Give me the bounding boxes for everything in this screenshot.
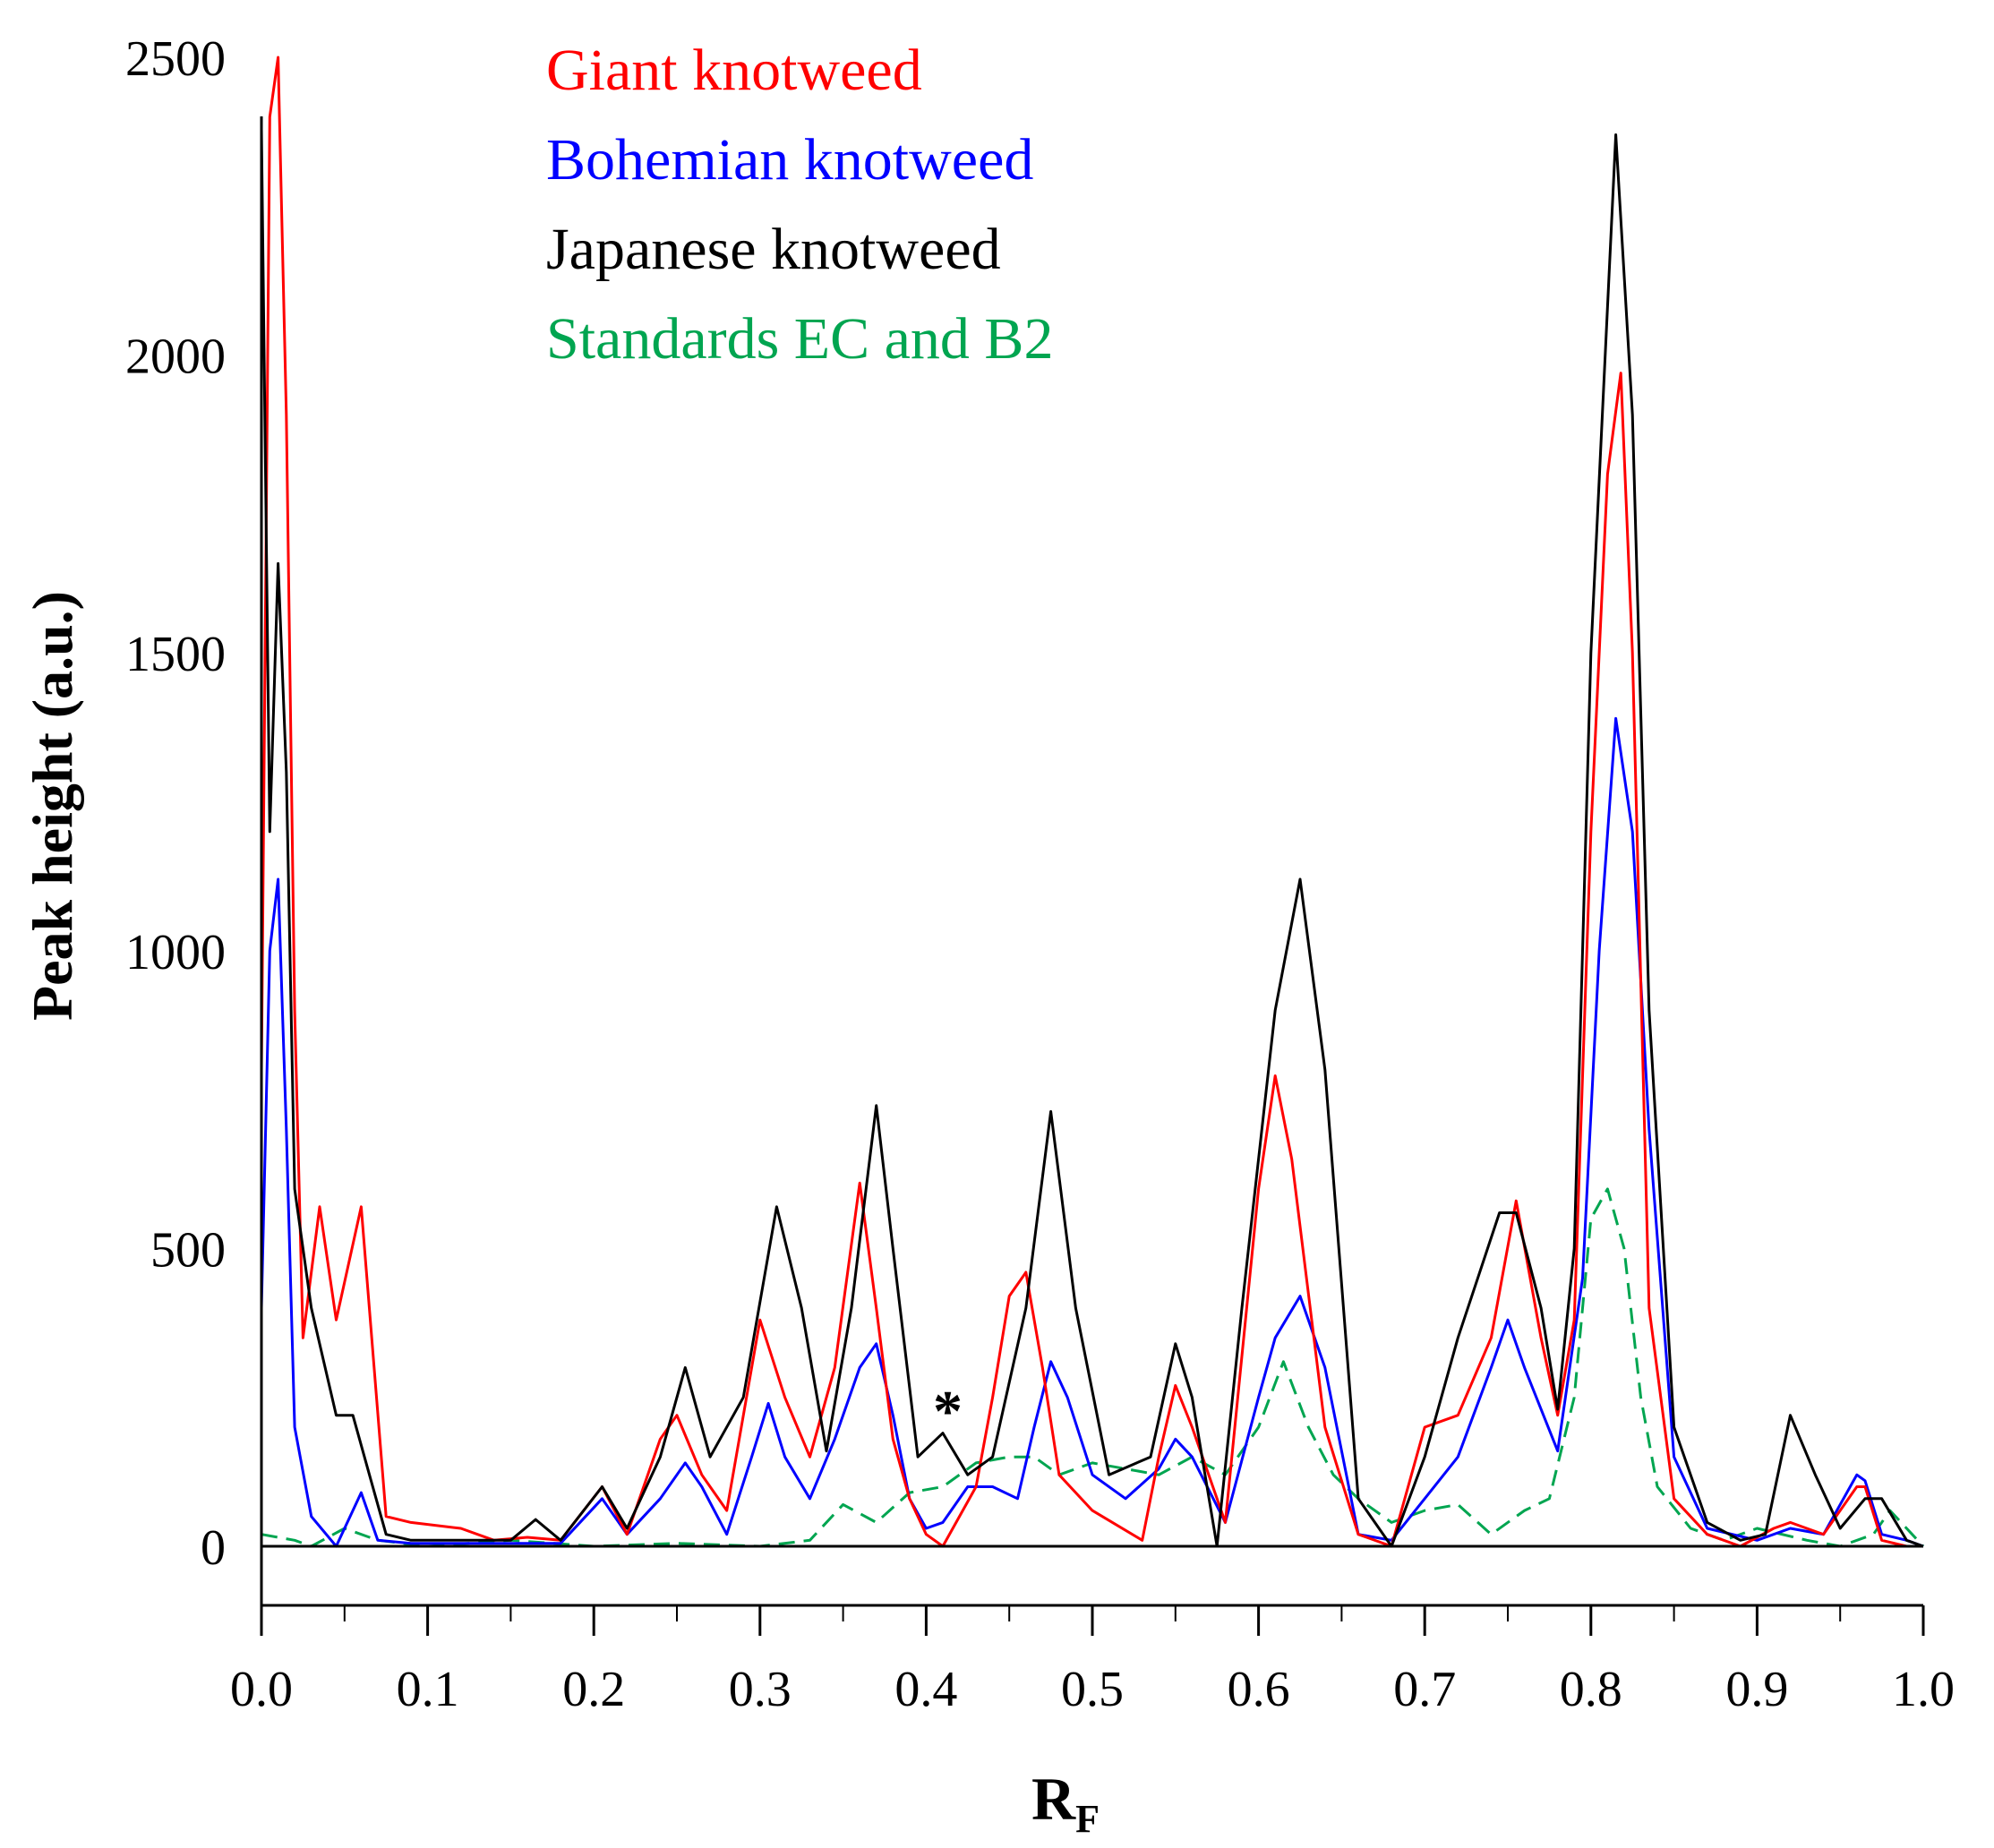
x-tick-label: 0.0 [230, 1662, 293, 1717]
x-tick-label: 0.4 [894, 1662, 957, 1717]
x-tick-label: 0.3 [729, 1662, 792, 1717]
x-tick-label: 0.2 [562, 1662, 625, 1717]
legend-entry-japanese-knotweed: Japanese knotweed [546, 217, 1001, 282]
x-tick-label: 0.8 [1560, 1662, 1622, 1717]
legend-entry-standards-ec-and-b2: Standards EC and B2 [546, 306, 1053, 372]
annotation-asterisk: * [933, 1379, 963, 1444]
y-tick-label: 500 [150, 1222, 226, 1278]
y-tick-label: 0 [201, 1520, 226, 1576]
x-tick-label: 1.0 [1892, 1662, 1955, 1717]
x-tick-label: 0.5 [1061, 1662, 1124, 1717]
series-line-giant-knotweed [260, 56, 1923, 1548]
series-line-bohemian-knotweed [260, 716, 1924, 1548]
x-tick-label: 0.7 [1393, 1662, 1456, 1717]
axes-layer: 0.0 0.1 0.2 0.3 0.4 0.5 0.6 0.7 0.8 0.9 1.0 0 500 100… [125, 31, 1955, 1717]
series-layer [260, 56, 1925, 1548]
x-tick-label: 0.9 [1725, 1662, 1788, 1717]
y-axis-title: Peak height (a.u.) [21, 591, 84, 1021]
series-line-japanese-knotweed [260, 128, 1924, 1548]
x-tick-label: 0.6 [1228, 1662, 1290, 1717]
legend-entry-giant-knotweed: Giant knotweed [546, 38, 922, 103]
x-axis-title-main: R [1031, 1765, 1076, 1833]
y-tick-label: 1000 [125, 925, 226, 980]
y-tick-label: 2000 [125, 329, 226, 385]
x-tick-label: 0.1 [397, 1662, 459, 1717]
y-tick-label: 1500 [125, 627, 226, 682]
legend: Giant knotweed Bohemian knotweed Japanese … [546, 38, 1053, 372]
x-axis-title-subscript: F [1075, 1797, 1100, 1841]
y-tick-label: 2500 [125, 31, 226, 87]
series-line-standards-ec-and-b2 [261, 1187, 1925, 1548]
legend-entry-bohemian-knotweed: Bohemian knotweed [546, 127, 1033, 192]
x-axis-title: RF [1031, 1765, 1100, 1841]
